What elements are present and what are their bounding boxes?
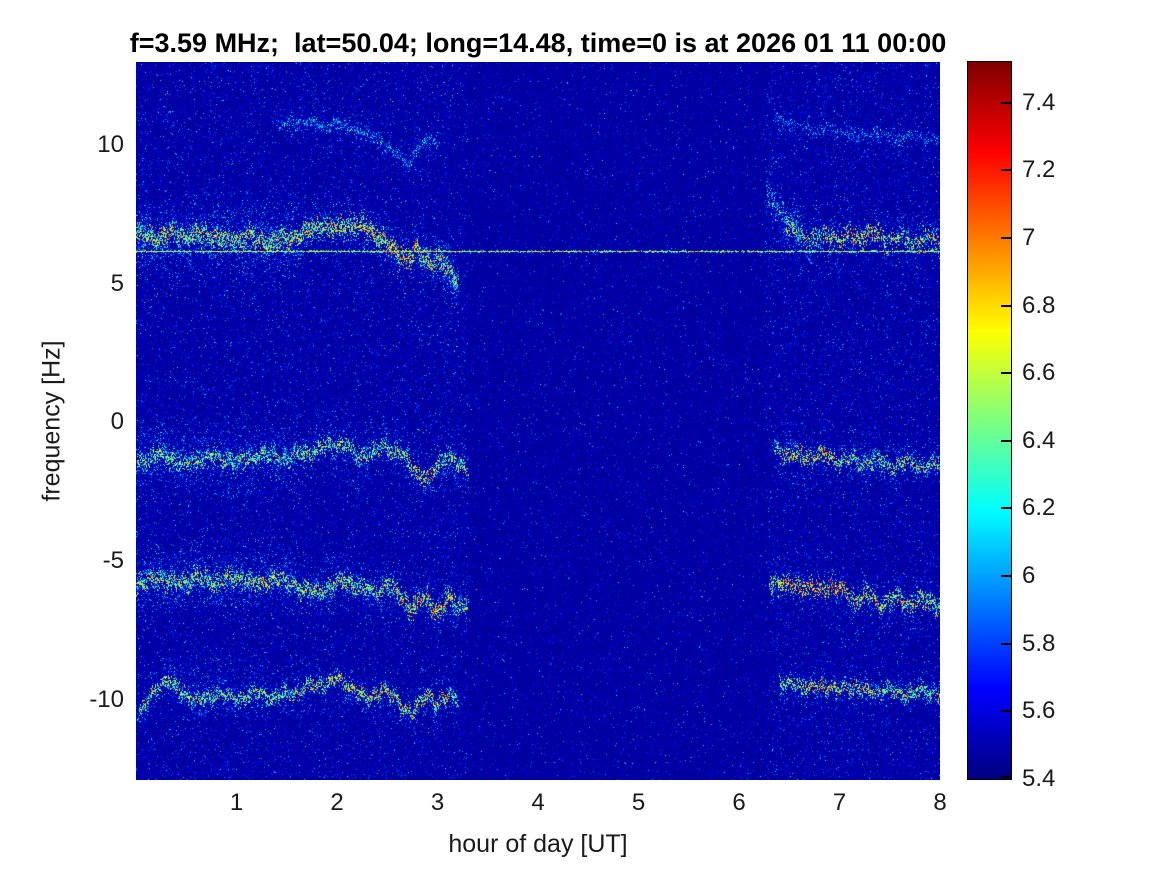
colorbar-tick-mark (1001, 372, 1011, 375)
x-tick-label: 5 (631, 789, 646, 816)
y-tick-label: 10 (97, 131, 124, 159)
colorbar-tick-label: 6.6 (1022, 359, 1056, 387)
y-tick-label: 0 (110, 408, 124, 436)
x-tick-label: 8 (933, 789, 947, 816)
colorbar-tick-label: 7.2 (1022, 156, 1056, 184)
colorbar-tick-label: 7.4 (1022, 88, 1056, 116)
x-axis-ticks: 1 2 3 4 5 6 7 8 (136, 789, 947, 819)
colorbar-tick-mark (1001, 304, 1011, 307)
colorbar-tick-mark (1001, 507, 1011, 510)
colorbar-tick-mark (1001, 642, 1011, 645)
x-tick-label: 2 (330, 789, 344, 816)
x-tick-label: 6 (732, 789, 746, 816)
x-tick-label: 3 (430, 789, 445, 816)
colorbar-tick-mark (1001, 575, 1011, 578)
plot-title: f=3.59 MHz; lat=50.04; long=14.48, time=… (129, 28, 947, 58)
colorbar-gradient (968, 62, 1011, 779)
y-tick-label: -10 (89, 685, 124, 713)
x-axis-label: hour of day [UT] (448, 830, 628, 858)
y-tick-label: 5 (110, 269, 124, 297)
x-tick-label: 4 (531, 789, 545, 816)
colorbar-tick-label: 5.6 (1022, 697, 1056, 725)
colorbar-tick-label: 6.4 (1022, 426, 1056, 454)
colorbar-tick-label: 6.2 (1022, 494, 1056, 522)
spectrogram-canvas (136, 62, 940, 780)
colorbar-tick-label: 5.8 (1022, 629, 1056, 657)
colorbar-tick-mark (1001, 101, 1011, 104)
colorbar-tick-label: 6.8 (1022, 291, 1056, 319)
colorbar-tick-mark (1001, 236, 1011, 239)
colorbar-tick-mark (1001, 439, 1011, 442)
colorbar-tick-label: 6 (1022, 562, 1036, 590)
colorbar (967, 61, 1012, 780)
colorbar-tick-label: 7 (1022, 223, 1036, 251)
y-axis-ticks: 10 5 0 -5 -10 (0, 62, 124, 780)
colorbar-tick-label: 5.4 (1022, 765, 1056, 792)
x-tick-label: 1 (229, 789, 244, 816)
colorbar-tick-mark (1001, 169, 1011, 172)
x-tick-label: 7 (832, 789, 847, 816)
colorbar-tick-mark (1001, 776, 1011, 778)
colorbar-tick-mark (1001, 710, 1011, 713)
y-tick-label: -5 (102, 546, 124, 574)
colorbar-tick-labels: 5.4 5.6 5.8 6 6.2 6.4 6.6 6.8 7 7.2 7.4 (1022, 62, 1102, 792)
